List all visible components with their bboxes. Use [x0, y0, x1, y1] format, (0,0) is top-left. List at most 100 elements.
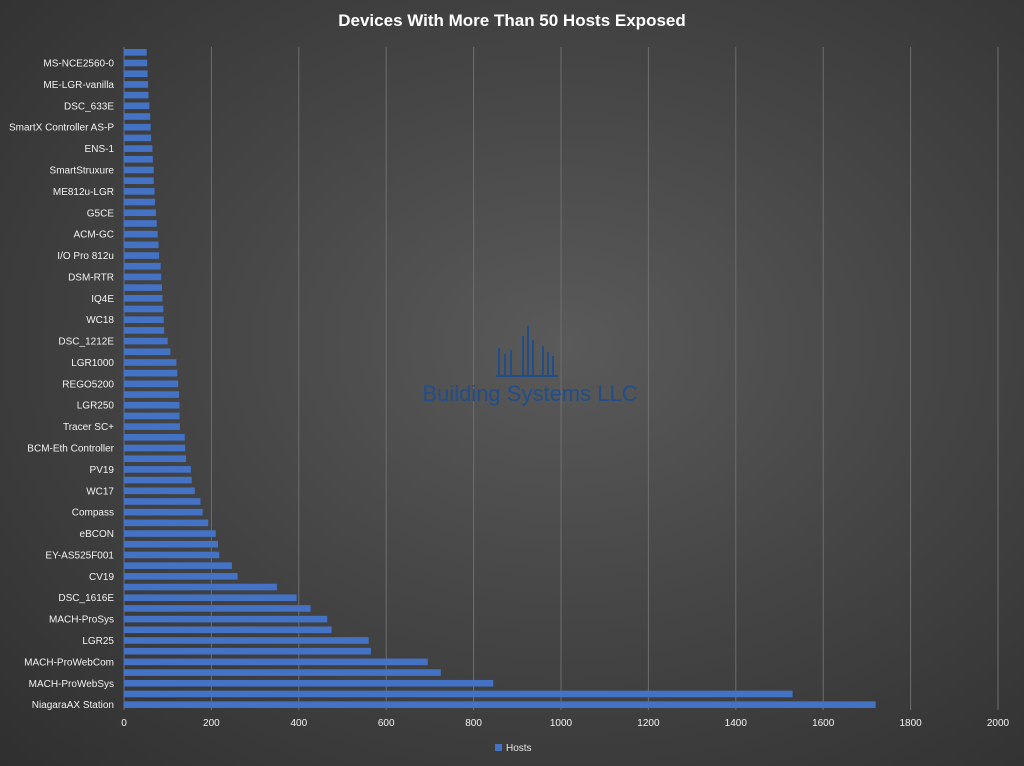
- bar: [124, 498, 201, 505]
- category-label: IQ4E: [91, 294, 114, 305]
- bar: [124, 188, 155, 195]
- x-tick-label: 1200: [637, 718, 660, 729]
- category-label: MS-NCE2560-0: [43, 59, 114, 70]
- category-label: I/O Pro 812u: [57, 251, 114, 262]
- bar: [124, 262, 161, 270]
- chart-title: Devices With More Than 50 Hosts Exposed: [338, 11, 686, 30]
- bar: [124, 91, 149, 99]
- category-label: LGR25: [82, 636, 114, 647]
- category-label: Compass: [72, 508, 114, 519]
- building-systems-logo: Building Systems LLC: [422, 326, 638, 406]
- bars: [124, 49, 876, 708]
- category-label: REGO5200: [62, 379, 114, 390]
- bar: [124, 81, 149, 88]
- x-axis-ticks: 0 200 400 600 800 1000 1200 1400 1600 1800 2000: [121, 718, 1009, 729]
- bar: [124, 444, 186, 452]
- bar: [124, 70, 148, 78]
- legend-swatch: [495, 744, 502, 751]
- bar: [124, 348, 171, 356]
- bar: [124, 284, 163, 291]
- bar: [124, 401, 180, 409]
- bar: [124, 647, 371, 655]
- bar: [124, 615, 328, 623]
- x-tick-label: 400: [290, 718, 307, 729]
- bar: [124, 359, 177, 366]
- bar: [124, 540, 218, 548]
- bar: [124, 337, 168, 345]
- bar: [124, 412, 180, 420]
- bar: [124, 113, 151, 120]
- category-label: LGR1000: [71, 358, 114, 369]
- bar: [124, 487, 195, 495]
- x-tick-label: 1600: [812, 718, 835, 729]
- category-label: eBCON: [80, 529, 114, 540]
- bar: [124, 583, 277, 591]
- bar: [124, 252, 159, 259]
- category-label: DSM-RTR: [68, 272, 114, 283]
- logo-text: Building Systems LLC: [422, 381, 637, 406]
- x-tick-label: 1400: [725, 718, 748, 729]
- bar: [124, 294, 163, 302]
- category-label: ACM-GC: [73, 230, 114, 241]
- legend: Hosts: [495, 743, 532, 754]
- bar: [124, 562, 232, 569]
- category-label: DSC_1212E: [58, 337, 114, 348]
- category-label: ME-LGR-vanilla: [43, 80, 114, 91]
- category-label: PV19: [90, 465, 115, 476]
- legend-label: Hosts: [506, 743, 532, 754]
- category-label: MACH-ProSys: [49, 615, 114, 626]
- category-labels: NiagaraAX Station MACH-ProWebSys MACH-ProW…: [9, 59, 115, 712]
- x-tick-label: 0: [121, 718, 127, 729]
- skyline-icon: [496, 326, 558, 377]
- bar: [124, 455, 187, 463]
- category-label: ME812u-LGR: [53, 187, 114, 198]
- category-label: SmartX Controller AS-P: [9, 123, 114, 134]
- bar: [124, 637, 369, 644]
- bar: [124, 316, 164, 324]
- category-label: WC17: [86, 486, 114, 497]
- bar: [124, 626, 332, 634]
- category-label: SmartStruxure: [50, 165, 115, 176]
- bar: [124, 102, 150, 110]
- bar: [124, 701, 876, 708]
- category-label: LGR250: [77, 401, 115, 412]
- bar: [124, 669, 441, 676]
- bar: [124, 508, 203, 516]
- category-label: NiagaraAX Station: [32, 700, 114, 711]
- bar: [124, 327, 165, 334]
- bar: [124, 476, 192, 484]
- bar: [124, 49, 147, 56]
- bar: [124, 273, 162, 281]
- bar: [124, 220, 157, 227]
- bar: [124, 519, 209, 527]
- x-tick-label: 1800: [899, 718, 922, 729]
- x-tick-label: 2000: [987, 718, 1010, 729]
- bar: [124, 658, 428, 666]
- bar: [124, 59, 148, 67]
- category-label: WC18: [86, 315, 114, 326]
- bar: [124, 530, 216, 537]
- bar: [124, 241, 159, 249]
- category-label: CV19: [89, 572, 114, 583]
- bar: [124, 433, 185, 441]
- x-tick-label: 600: [378, 718, 395, 729]
- category-label: DSC_633E: [64, 101, 114, 112]
- bar: [124, 573, 238, 580]
- bar: [124, 134, 152, 142]
- bar: [124, 594, 297, 602]
- bar: [124, 209, 156, 217]
- category-label: MACH-ProWebSys: [29, 679, 114, 690]
- bar: [124, 123, 151, 131]
- bar: [124, 605, 311, 612]
- category-label: EY-AS525F001: [45, 550, 114, 561]
- bar: [124, 145, 153, 152]
- x-tick-label: 800: [465, 718, 482, 729]
- category-label: DSC_1616E: [58, 593, 114, 604]
- bar: [124, 230, 158, 238]
- category-label: G5CE: [87, 208, 115, 219]
- bar: [124, 466, 191, 473]
- bar: [124, 391, 180, 398]
- category-label: Tracer SC+: [63, 422, 114, 433]
- category-label: BCM-Eth Controller: [27, 444, 114, 455]
- x-tick-label: 1000: [550, 718, 573, 729]
